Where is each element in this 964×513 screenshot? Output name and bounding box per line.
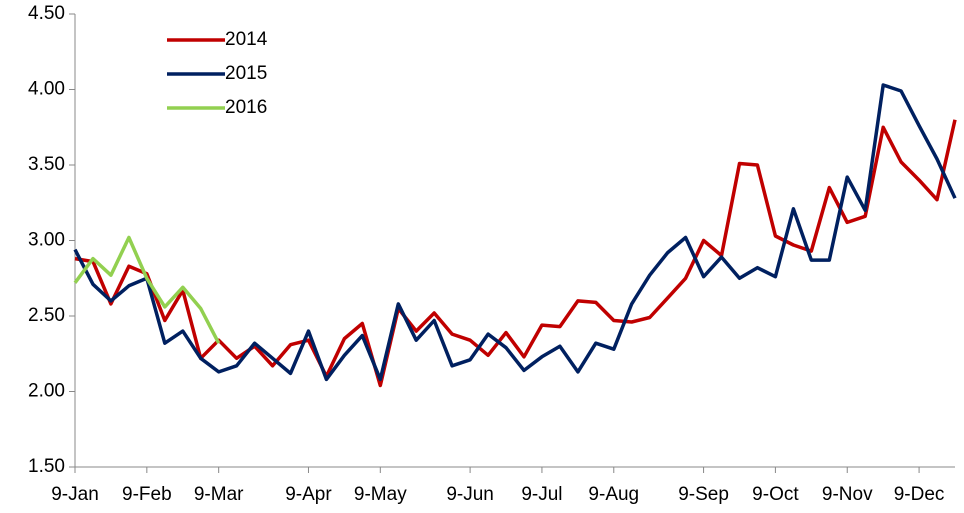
y-tick-label: 4.50 [28,3,65,24]
y-tick-label: 3.50 [28,154,65,175]
y-tick-label: 2.50 [28,305,65,326]
x-tick-label: 9-Nov [822,484,873,505]
line-series [73,235,221,345]
x-tick-label: 9-Jul [521,484,562,505]
x-tick-label: 9-May [354,484,407,505]
line-series [74,119,957,388]
x-tick-label: 9-Dec [894,484,945,505]
x-tick-label: 9-Aug [588,484,639,505]
x-tick-label: 9-Oct [752,484,799,505]
x-tick-label: 9-Sep [678,484,729,505]
x-tick-label: 9-Feb [122,484,172,505]
x-tick-label: 9-Jun [446,484,494,505]
legend-label: 2016 [225,97,267,118]
y-tick-label: 4.00 [28,79,65,100]
y-tick-label: 3.00 [28,230,65,251]
line-series [73,83,957,382]
legend-label: 2015 [225,63,267,84]
x-tick-label: 9-Jan [51,484,99,505]
y-tick-label: 1.50 [28,456,65,477]
y-tick-label: 2.00 [28,381,65,402]
x-tick-label: 9-Apr [285,484,332,505]
x-tick-label: 9-Mar [194,484,244,505]
legend-label: 2014 [225,29,268,50]
